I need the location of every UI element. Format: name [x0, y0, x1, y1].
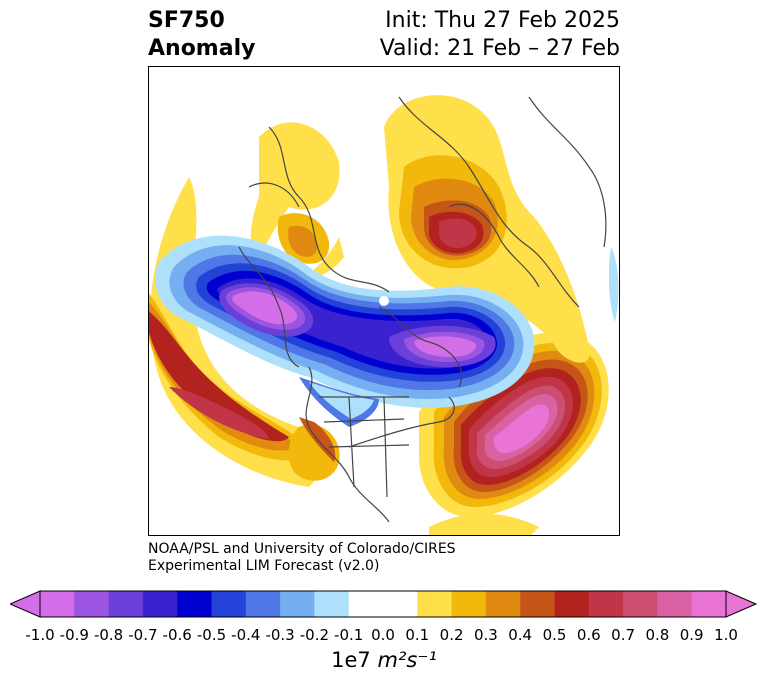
coastlines — [238, 96, 607, 523]
colorbar-tick-label: -0.5 — [196, 626, 227, 644]
colorbar-tick-label: 0.3 — [473, 626, 498, 644]
colorbar-tick-label: 0.9 — [679, 626, 704, 644]
title-left-line2: Anomaly — [148, 36, 256, 61]
colorbar-tick-label: -0.8 — [93, 626, 124, 644]
units-label: m²s⁻¹ — [377, 648, 437, 672]
colorbar-tick-label: -0.2 — [299, 626, 330, 644]
colorbar-tick-label: -0.3 — [265, 626, 295, 644]
north-pole-marker — [379, 296, 389, 306]
colorbar-cell — [417, 591, 453, 617]
colorbar-tick-label: 0.1 — [405, 626, 430, 644]
colorbar-cell — [142, 591, 178, 617]
colorbar-tick-label: -0.1 — [334, 626, 364, 644]
colorbar-tick-label: 0.8 — [645, 626, 670, 644]
colorbar-tick-label: -0.6 — [162, 626, 192, 644]
colorbar-cell — [588, 591, 624, 617]
colorbar-cell — [691, 591, 727, 617]
colorbar-cell — [40, 591, 75, 617]
colorbar-cell — [211, 591, 247, 617]
colorbar-cell — [554, 591, 590, 617]
colorbar-cell — [623, 591, 658, 617]
colorbar-cell — [74, 591, 110, 617]
title-left-line1: SF750 — [148, 8, 225, 33]
colorbar-tick-label: 1.0 — [714, 626, 738, 644]
colorbar-tick-label: 0.7 — [611, 626, 636, 644]
credit-line1: NOAA/PSL and University of Colorado/CIRE… — [148, 541, 456, 557]
colorbar-tick-label: -0.9 — [59, 626, 89, 644]
colorbar-extend-high — [725, 590, 758, 618]
anomaly-map — [149, 95, 619, 535]
units-prefix: 1e7 — [331, 648, 371, 672]
colorbar-extend-low — [10, 590, 41, 618]
colorbar-cell — [245, 591, 281, 617]
colorbar-tick-label: 0.0 — [371, 626, 395, 644]
colorbar — [10, 590, 758, 618]
colorbar-tick-label: 0.2 — [439, 626, 464, 644]
colorbar-cell — [348, 591, 384, 617]
colorbar-cell — [280, 591, 315, 617]
colorbar-cell — [108, 591, 144, 617]
colorbar-cell — [314, 591, 350, 617]
credit-line2: Experimental LIM Forecast (v2.0) — [148, 558, 380, 574]
colorbar-units: 1e7 m²s⁻¹ — [0, 648, 768, 672]
colorbar-tick-label: -0.4 — [231, 626, 261, 644]
colorbar-cell — [177, 591, 212, 617]
colorbar-tick-label: 0.5 — [542, 626, 567, 644]
colorbar-cell — [451, 591, 487, 617]
title-right-line1: Init: Thu 27 Feb 2025 — [385, 8, 620, 33]
colorbar-cell — [383, 591, 418, 617]
title-right-line2: Valid: 21 Feb – 27 Feb — [379, 36, 620, 61]
colorbar-cell — [657, 591, 693, 617]
colorbar-frame — [39, 590, 727, 618]
map-panel — [148, 66, 620, 536]
colorbar-tick-label: -1.0 — [25, 626, 55, 644]
colorbar-cell — [485, 591, 521, 617]
negative-anomaly-band — [155, 235, 535, 427]
colorbar-tick-label: -0.7 — [128, 626, 158, 644]
colorbar-tick-label: 0.4 — [508, 626, 533, 644]
colorbar-tick-label: 0.6 — [576, 626, 601, 644]
colorbar-cell — [520, 591, 555, 617]
negative-anomaly-patch — [608, 247, 619, 322]
